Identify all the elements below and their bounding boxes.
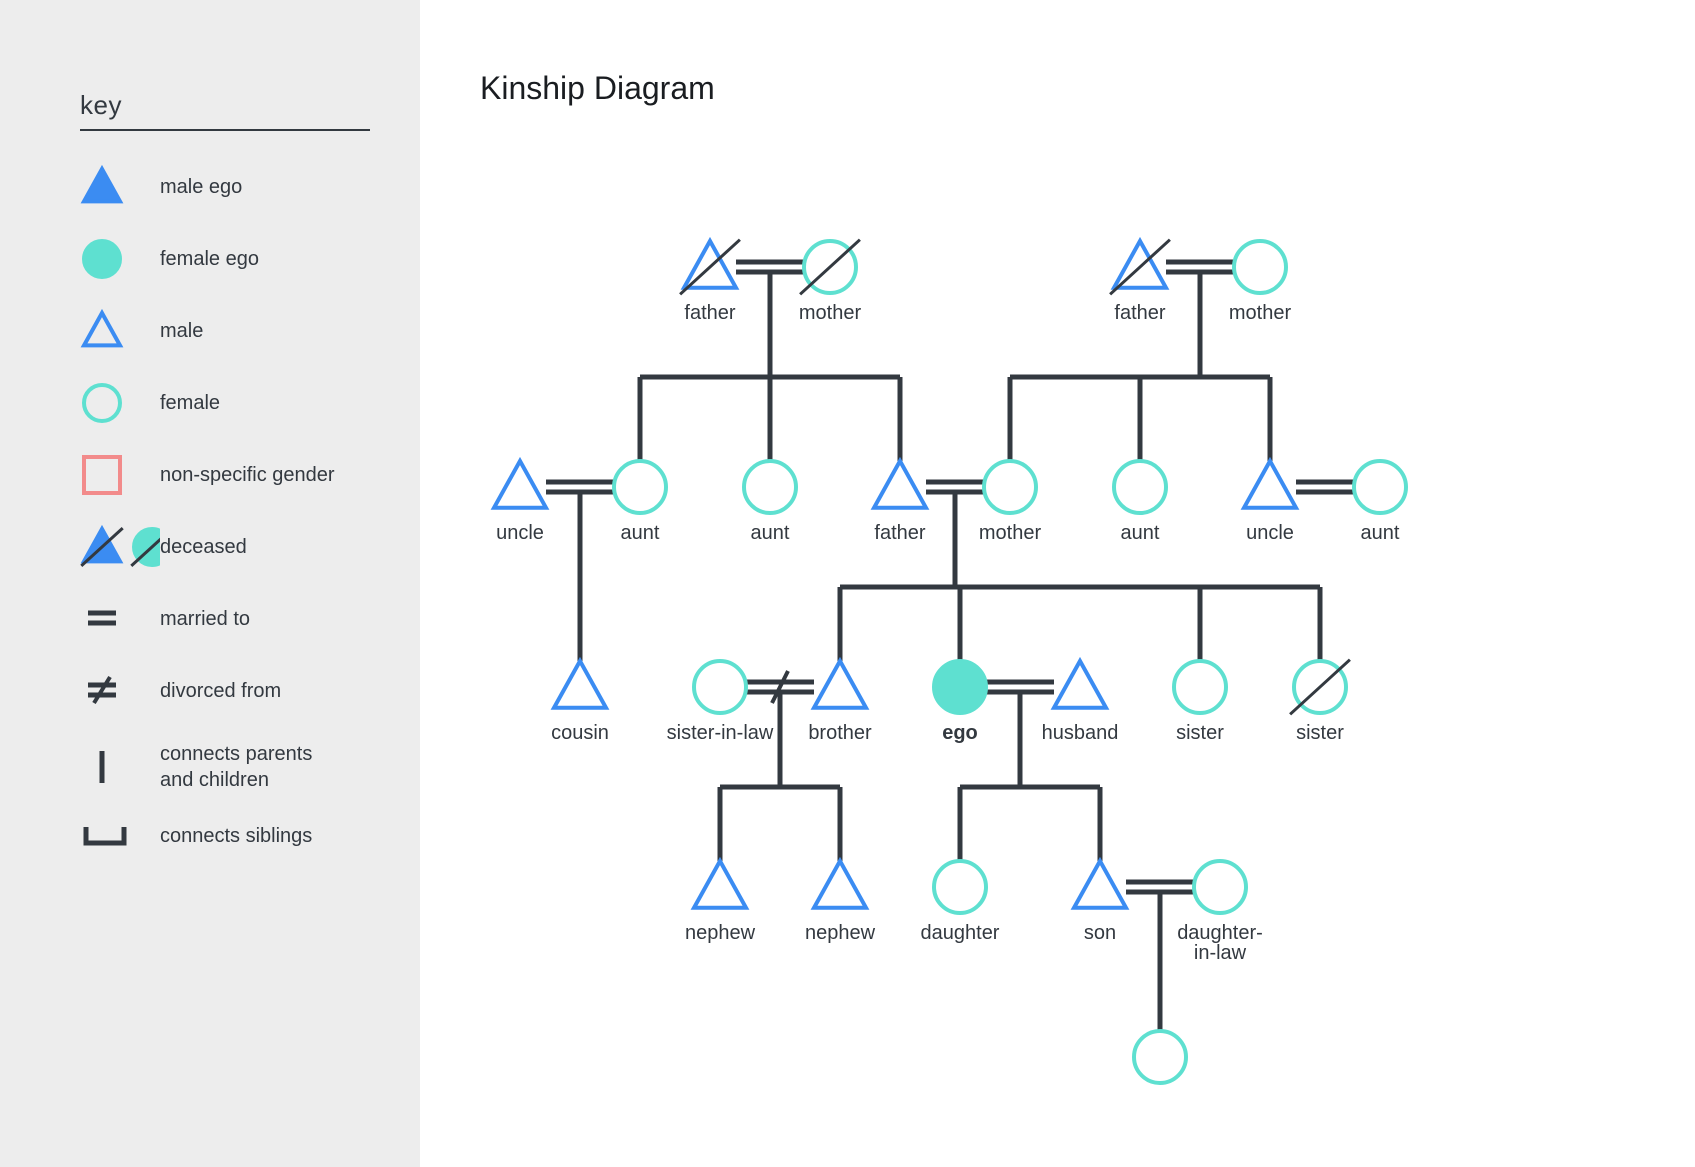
legend-item-deceased: deceased	[80, 525, 370, 569]
node-label: sister	[1296, 722, 1344, 744]
node-father	[874, 461, 926, 508]
legend-label: married to	[160, 606, 250, 632]
key-heading: key	[80, 90, 370, 131]
node-label: mother	[979, 522, 1042, 544]
node-label: cousin	[551, 722, 609, 744]
page: key male ego female ego male female non-spec…	[0, 0, 1695, 1167]
node-label: in-law	[1194, 942, 1247, 964]
node-label: mother	[799, 302, 862, 324]
legend-icon-male	[80, 309, 160, 353]
legend-item-parentchild: connects parentsand children	[80, 741, 370, 793]
node-cousin	[554, 661, 606, 708]
node-label: father	[874, 522, 925, 544]
node-label: brother	[808, 722, 872, 744]
legend-label: divorced from	[160, 678, 281, 704]
main-panel: Kinship Diagram father mother father mother…	[420, 0, 1695, 1167]
legend-icon-divorced	[80, 669, 160, 713]
node-daughter	[934, 861, 986, 913]
node-uncle1	[494, 461, 546, 508]
node-label: aunt	[1121, 522, 1160, 544]
node-aunt4	[1354, 461, 1406, 513]
legend-label: deceased	[160, 534, 247, 560]
node-label: uncle	[1246, 522, 1294, 544]
node-aunt3	[1114, 461, 1166, 513]
node-gd	[1134, 1031, 1186, 1083]
node-aunt2	[744, 461, 796, 513]
node-mgm	[1234, 241, 1286, 293]
legend-label: connects parentsand children	[160, 741, 312, 793]
node-ego	[934, 661, 986, 713]
node-label: daughter-	[1177, 922, 1263, 944]
legend-label: male ego	[160, 174, 242, 200]
legend-item-divorced: divorced from	[80, 669, 370, 713]
node-label: aunt	[751, 522, 790, 544]
legend-icon-siblings	[80, 821, 160, 851]
legend-list: male ego female ego male female non-specific…	[80, 165, 370, 851]
node-label: nephew	[805, 922, 876, 944]
legend-label: female ego	[160, 246, 259, 272]
node-label: son	[1084, 922, 1116, 944]
node-label: sister-in-law	[667, 722, 774, 744]
node-brother	[814, 661, 866, 708]
node-label: father	[684, 302, 735, 324]
diagram-title: Kinship Diagram	[480, 70, 1655, 107]
legend-label: male	[160, 318, 203, 344]
legend-item-nonspecific: non-specific gender	[80, 453, 370, 497]
node-mother	[984, 461, 1036, 513]
node-mgf	[1110, 240, 1170, 295]
diagram-canvas: father mother father mother uncle aunt aunt fat…	[480, 147, 1580, 1087]
node-label: father	[1114, 302, 1165, 324]
node-label: sister	[1176, 722, 1224, 744]
node-son	[1074, 861, 1126, 908]
legend-item-female: female	[80, 381, 370, 425]
node-label: aunt	[1361, 522, 1400, 544]
legend-icon-married	[80, 597, 160, 641]
node-pgm	[800, 240, 860, 295]
legend-icon-female-ego	[80, 237, 160, 281]
node-label: ego	[942, 722, 978, 744]
node-husband	[1054, 661, 1106, 708]
node-label: mother	[1229, 302, 1292, 324]
legend-label: connects siblings	[160, 823, 312, 849]
key-panel: key male ego female ego male female non-spec…	[0, 0, 420, 1167]
legend-label: non-specific gender	[160, 462, 335, 488]
node-label: uncle	[496, 522, 544, 544]
node-sister1	[1174, 661, 1226, 713]
legend-label: female	[160, 390, 220, 416]
legend-item-male: male	[80, 309, 370, 353]
legend-icon-nonspecific	[80, 453, 160, 497]
node-uncle2	[1244, 461, 1296, 508]
node-label: aunt	[621, 522, 660, 544]
kinship-svg: father mother father mother uncle aunt aunt fat…	[480, 147, 1580, 1087]
legend-item-female-ego: female ego	[80, 237, 370, 281]
node-pgf	[680, 240, 740, 295]
legend-icon-male-ego	[80, 165, 160, 209]
legend-item-male-ego: male ego	[80, 165, 370, 209]
node-nephew1	[694, 861, 746, 908]
legend-icon-deceased	[80, 525, 160, 569]
legend-icon-female	[80, 381, 160, 425]
node-sister2	[1290, 660, 1350, 715]
node-label: husband	[1042, 722, 1119, 744]
legend-item-siblings: connects siblings	[80, 821, 370, 851]
node-nephew2	[814, 861, 866, 908]
node-sil	[694, 661, 746, 713]
node-aunt1	[614, 461, 666, 513]
node-label: nephew	[685, 922, 756, 944]
node-label: daughter	[921, 922, 1000, 944]
legend-icon-parentchild	[80, 745, 160, 789]
legend-item-married: married to	[80, 597, 370, 641]
node-dil	[1194, 861, 1246, 913]
